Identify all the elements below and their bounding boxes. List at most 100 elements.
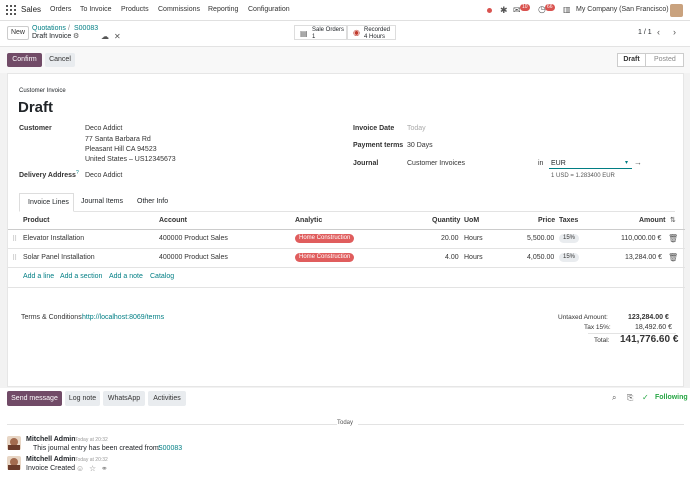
drag-handle-icon[interactable]: ⠿ <box>12 236 18 243</box>
col-account[interactable]: Account <box>159 217 187 224</box>
clock-icon[interactable]: ◷ <box>538 4 546 14</box>
col-taxes[interactable]: Taxes <box>559 217 579 224</box>
check-icon: ✓ <box>642 393 649 402</box>
bug-icon[interactable]: ✱ <box>500 5 508 15</box>
activities-button[interactable]: Activities <box>148 391 186 406</box>
col-amount[interactable]: Amount <box>639 217 666 224</box>
col-quantity[interactable]: Quantity <box>432 217 461 224</box>
table-row[interactable]: ⠿ Solar Panel Installation 400000 Produc… <box>8 249 685 267</box>
tabs-divider <box>19 211 675 212</box>
journal-value[interactable]: Customer Invoices <box>407 160 465 167</box>
whatsapp-button[interactable]: WhatsApp <box>103 391 145 406</box>
tab-invoice-lines[interactable]: Invoice Lines <box>19 193 74 212</box>
sale-orders-label: Sale Orders <box>312 27 345 33</box>
delivery-address-label: Delivery Address <box>19 172 76 179</box>
status-row <box>0 47 690 73</box>
row-product: Elevator Installation <box>23 235 85 242</box>
building-icon[interactable]: ▥ <box>563 5 571 14</box>
col-analytic[interactable]: Analytic <box>295 217 323 224</box>
star-icon[interactable]: ☆ <box>89 464 97 473</box>
discard-icon[interactable]: ✕ <box>114 32 121 41</box>
tab-journal-items[interactable]: Journal Items <box>81 198 124 205</box>
status-dot-icon[interactable] <box>487 8 492 13</box>
arrow-right-icon[interactable]: → <box>634 158 642 167</box>
record-title: Draft Invoice <box>32 33 72 40</box>
tab-invoice-lines-label: Invoice Lines <box>28 199 69 206</box>
help-icon[interactable]: ? <box>76 170 79 176</box>
pager-value[interactable]: 1 / 1 <box>638 29 652 36</box>
app-menu-icon[interactable] <box>6 5 16 15</box>
invoice-date-label: Invoice Date <box>353 125 395 132</box>
avatar-body-icon <box>8 445 20 450</box>
menu-to-invoice[interactable]: To Invoice <box>80 6 112 13</box>
payment-terms-label: Payment terms <box>353 142 404 149</box>
chevron-right-icon[interactable]: › <box>673 27 676 37</box>
menu-orders[interactable]: Orders <box>50 6 72 13</box>
drag-handle-icon[interactable]: ⠿ <box>12 255 18 262</box>
message-author[interactable]: Mitchell Admin <box>26 456 76 463</box>
message-link[interactable]: S00083 <box>158 445 183 452</box>
avatar-body-icon <box>8 465 20 470</box>
user-avatar[interactable] <box>670 4 683 17</box>
journal-label: Journal <box>353 160 379 167</box>
delivery-address-value[interactable]: Deco Addict <box>85 172 123 179</box>
terms-label: Terms & Conditions: <box>21 314 84 321</box>
smart-button-sale-orders[interactable]: ▤ Sale Orders 1 <box>294 25 347 40</box>
customer-country: United States – US12345673 <box>85 156 176 163</box>
avatar[interactable] <box>7 456 21 470</box>
gear-icon[interactable]: ⚙ <box>73 33 80 40</box>
messages-icon[interactable]: ✉ <box>513 5 521 15</box>
col-uom[interactable]: UoM <box>464 217 480 224</box>
status-posted[interactable]: Posted <box>654 56 676 63</box>
app-name[interactable]: Sales <box>21 5 42 14</box>
company-switcher[interactable]: My Company (San Francisco) <box>576 6 669 13</box>
row-divider <box>8 267 685 268</box>
menu-configuration[interactable]: Configuration <box>248 6 290 13</box>
customer-name[interactable]: Deco Addict <box>85 125 123 132</box>
trash-icon[interactable]: 🗑 <box>668 234 679 243</box>
chevron-left-icon[interactable]: ‹ <box>657 27 660 37</box>
menu-reporting[interactable]: Reporting <box>208 6 239 13</box>
breadcrumb-record[interactable]: S00083 <box>74 25 99 32</box>
column-settings-icon[interactable]: ⇅ <box>670 217 676 224</box>
invoice-date-input[interactable]: Today <box>407 125 426 132</box>
menu-commissions[interactable]: Commissions <box>158 6 201 13</box>
col-product[interactable]: Product <box>23 217 50 224</box>
following-button[interactable]: Following <box>655 394 688 401</box>
breadcrumb-parent[interactable]: Quotations <box>32 25 66 32</box>
link-icon[interactable]: ⚭ <box>101 464 108 473</box>
menu-products[interactable]: Products <box>121 6 149 13</box>
row-account: 400000 Product Sales <box>159 235 228 242</box>
chatter: Send message Log note WhatsApp Activitie… <box>0 388 690 484</box>
new-button[interactable]: New <box>7 26 29 40</box>
catalog-link[interactable]: Catalog <box>150 273 175 280</box>
message-author[interactable]: Mitchell Admin <box>26 436 76 443</box>
col-price[interactable]: Price <box>538 217 556 224</box>
status-draft[interactable]: Draft <box>618 54 646 66</box>
add-note-link[interactable]: Add a note <box>109 273 143 280</box>
search-icon[interactable]: ⌕ <box>612 393 617 402</box>
tab-other-info[interactable]: Other Info <box>137 198 169 205</box>
add-line-link[interactable]: Add a line <box>23 273 55 280</box>
paperclip-icon[interactable]: ⎘ <box>627 393 634 402</box>
send-message-button[interactable]: Send message <box>7 391 62 406</box>
row-tax-badge: 15% <box>559 234 580 243</box>
recorded-value: 4 Hours <box>364 34 386 40</box>
trash-icon[interactable]: 🗑 <box>668 253 679 262</box>
smart-button-recorded[interactable]: ◉ Recorded 4 Hours <box>347 25 396 40</box>
row-account: 400000 Product Sales <box>159 254 228 261</box>
terms-link[interactable]: http://localhost:8069/terms <box>82 314 165 321</box>
row-amount: 110,000.00 € <box>621 235 662 242</box>
log-note-button[interactable]: Log note <box>65 391 100 406</box>
avatar[interactable] <box>7 436 21 450</box>
payment-terms-value[interactable]: 30 Days <box>407 142 433 149</box>
confirm-button[interactable]: Confirm <box>7 53 42 67</box>
cancel-button[interactable]: Cancel <box>45 53 75 67</box>
save-cloud-icon[interactable]: ☁ <box>101 32 109 41</box>
table-row[interactable]: ⠿ Elevator Installation 400000 Product S… <box>8 230 685 248</box>
add-section-link[interactable]: Add a section <box>60 273 103 280</box>
avatar-face-icon <box>10 458 18 466</box>
row-uom: Hours <box>464 235 483 242</box>
reaction-icon[interactable]: ☺ <box>76 464 85 473</box>
currency-select[interactable]: EUR ▾ <box>549 158 632 169</box>
